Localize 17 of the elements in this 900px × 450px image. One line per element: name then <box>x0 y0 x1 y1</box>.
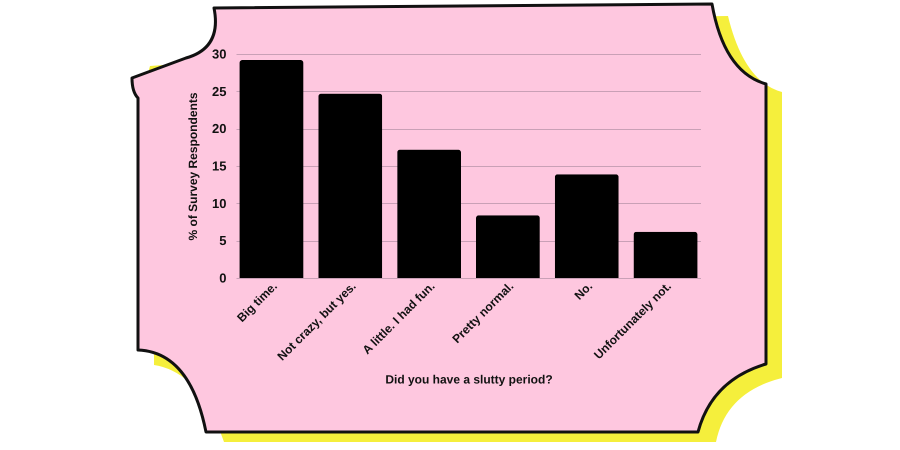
bar <box>397 150 462 278</box>
y-tick-label: 10 <box>212 196 226 211</box>
x-axis-title: Did you have a slutty period? <box>385 372 553 387</box>
x-tick-label: No. <box>572 279 596 303</box>
bar <box>318 94 382 278</box>
y-axis-title: % of Survey Respondents <box>186 92 200 241</box>
y-tick-label: 5 <box>219 233 226 248</box>
y-tick-label: 20 <box>212 121 226 136</box>
y-tick-label: 0 <box>219 270 226 286</box>
bar <box>240 60 304 278</box>
bar <box>634 232 698 278</box>
bar <box>476 215 540 278</box>
y-tick-label: 15 <box>212 158 226 174</box>
y-tick-label: 30 <box>212 46 226 62</box>
x-tick-label: Big time. <box>234 279 280 325</box>
bar <box>554 174 619 278</box>
y-tick-label: 25 <box>212 84 226 99</box>
